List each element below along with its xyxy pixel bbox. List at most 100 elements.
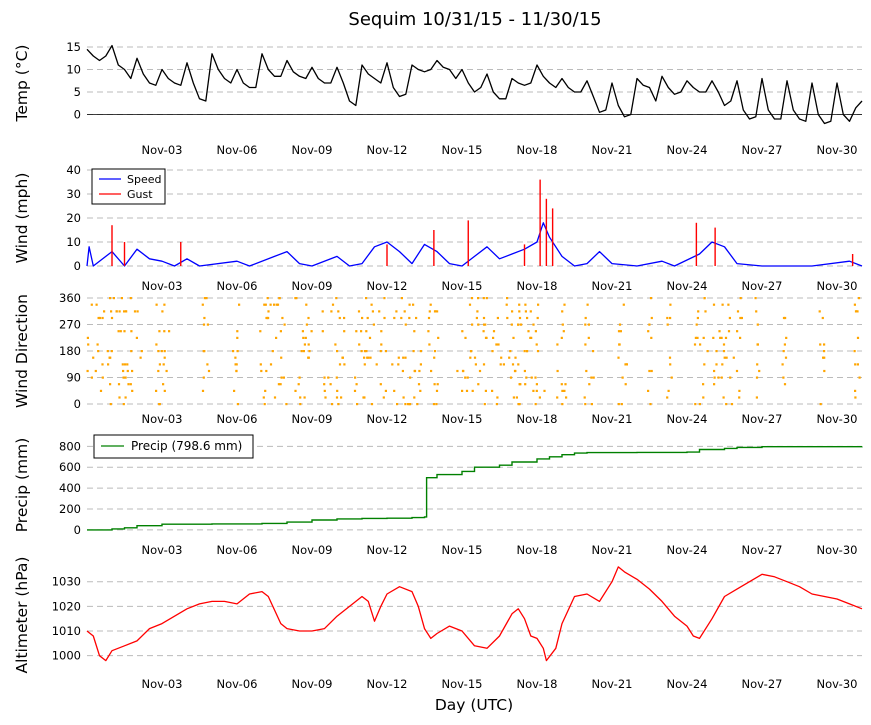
direction-point [853, 303, 856, 306]
direction-point [117, 330, 120, 333]
altimeter-xtick-label: Nov-06 [217, 677, 258, 691]
direction-point [109, 297, 112, 300]
direction-point [131, 389, 134, 392]
direction-xtick-label: Nov-18 [517, 412, 558, 426]
direction-point [412, 303, 415, 306]
direction-point [263, 303, 266, 306]
direction-ytick-label: 360 [59, 291, 81, 305]
direction-point [383, 297, 386, 300]
temp-ytick-label: 5 [74, 85, 81, 99]
direction-point [295, 297, 298, 300]
direction-point [694, 403, 697, 406]
direction-point [308, 350, 311, 353]
precip-legend: Precip (798.6 mm) [93, 434, 254, 459]
direction-point [129, 297, 132, 300]
direction-point [715, 350, 718, 353]
precip-ytick-label: 400 [59, 481, 81, 495]
direction-point [400, 297, 403, 300]
direction-point [556, 369, 559, 373]
direction-point [206, 323, 209, 326]
direction-point [756, 323, 759, 326]
direction-point [419, 350, 422, 353]
precip-legend-label: Precip (798.6 mm) [131, 439, 242, 453]
direction-point [433, 356, 436, 359]
direction-point [526, 316, 529, 320]
direction-point [853, 350, 856, 353]
direction-point [307, 343, 310, 346]
direction-point [649, 297, 653, 300]
direction-point [397, 363, 400, 366]
direction-point [90, 303, 93, 306]
direction-point [366, 316, 369, 320]
direction-point [475, 316, 478, 320]
direction-point [135, 336, 138, 339]
direction-point [722, 350, 726, 353]
direction-point [305, 323, 308, 326]
direction-point [719, 336, 722, 339]
direction-point [537, 303, 540, 306]
direction-point [357, 310, 361, 313]
direction-point [321, 310, 324, 313]
direction-point [158, 330, 161, 333]
direction-point [785, 336, 788, 339]
altimeter-xtick-label: Nov-09 [292, 677, 333, 691]
direction-point [355, 330, 358, 333]
direction-point [205, 297, 208, 300]
direction-point [123, 330, 126, 333]
direction-point [266, 297, 269, 300]
wind-ytick-label: 40 [66, 163, 81, 177]
direction-point [588, 383, 591, 386]
direction-point [110, 350, 113, 353]
direction-point [101, 363, 104, 366]
direction-point [363, 350, 366, 353]
precip-xtick-label: Nov-27 [742, 543, 783, 557]
direction-point [127, 383, 130, 386]
direction-point [756, 343, 759, 346]
direction-point [587, 336, 590, 339]
direction-point [283, 323, 286, 326]
direction-point [739, 316, 742, 320]
direction-point [103, 310, 106, 313]
wind-ytick-label: 0 [74, 259, 81, 273]
direction-xtick-label: Nov-15 [442, 412, 483, 426]
direction-point [285, 403, 288, 406]
direction-point [119, 330, 122, 333]
precip-xtick-label: Nov-15 [442, 543, 483, 557]
direction-point [122, 369, 125, 373]
wind-xtick-label: Nov-21 [592, 279, 633, 293]
direction-point [95, 303, 98, 306]
direction-point [370, 303, 373, 306]
direction-point [232, 350, 235, 353]
direction-point [94, 369, 97, 373]
direction-point [368, 336, 372, 339]
direction-point [155, 303, 158, 306]
direction-point [203, 316, 206, 320]
direction-point [478, 369, 482, 373]
direction-point [858, 376, 861, 379]
direction-point [648, 323, 651, 326]
direction-point [124, 363, 127, 366]
direction-point [556, 396, 559, 399]
direction-point [300, 350, 303, 353]
temp-xtick-label: Nov-03 [142, 143, 183, 157]
direction-point [698, 403, 701, 406]
direction-point [408, 316, 411, 320]
temp-xtick-label: Nov-24 [667, 143, 708, 157]
direction-point [413, 330, 416, 333]
wind-speed-line [86, 222, 863, 267]
direction-point [294, 389, 297, 392]
direction-point [101, 376, 104, 379]
direction-point [587, 323, 590, 326]
direction-point [280, 376, 283, 379]
precip-panel: 800 600 400 200 0 Nov-03 Nov-06 Nov-09 Nov-12 Nov… [13, 434, 863, 557]
direction-point [473, 356, 477, 359]
direction-xtick-label: Nov-30 [817, 412, 858, 426]
direction-ytick-label: 180 [59, 344, 81, 358]
direction-xtick-label: Nov-21 [592, 412, 633, 426]
direction-point [491, 389, 494, 392]
direction-point [561, 389, 564, 392]
altimeter-xtick-label: Nov-24 [667, 677, 708, 691]
direction-point [356, 403, 359, 406]
direction-point [854, 389, 857, 392]
direction-point [617, 330, 621, 333]
